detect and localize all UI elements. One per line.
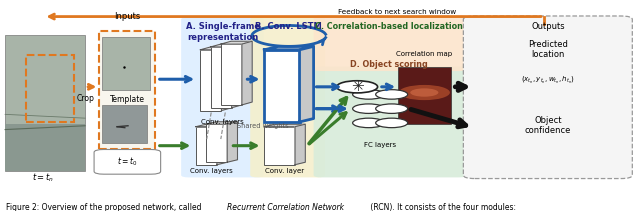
Polygon shape	[264, 124, 305, 127]
Bar	[206, 124, 227, 162]
Bar	[99, 31, 155, 149]
Text: Inputs: Inputs	[114, 12, 140, 21]
FancyBboxPatch shape	[314, 15, 467, 71]
Text: ✳: ✳	[351, 79, 364, 94]
Bar	[398, 67, 451, 124]
Text: Predicted
location: Predicted location	[528, 40, 568, 60]
Text: Crop: Crop	[76, 94, 94, 103]
FancyBboxPatch shape	[94, 149, 161, 174]
Circle shape	[410, 88, 438, 97]
Bar	[5, 35, 85, 171]
Text: $(x_{t_n}, y_{t_n}, w_{t_n}, h_{t_n})$: $(x_{t_n}, y_{t_n}, w_{t_n}, h_{t_n})$	[521, 75, 575, 86]
Polygon shape	[232, 44, 242, 108]
Text: Recurrent Correlation Network: Recurrent Correlation Network	[227, 203, 344, 211]
Text: A. Single-frame
representation: A. Single-frame representation	[186, 22, 260, 42]
Bar	[200, 50, 221, 111]
Circle shape	[353, 118, 385, 128]
Text: D. Object scoring: D. Object scoring	[349, 60, 428, 69]
Bar	[264, 127, 295, 165]
Bar	[102, 37, 150, 90]
Text: C. Correlation-based localization: C. Correlation-based localization	[314, 22, 463, 31]
Text: Conv. layers: Conv. layers	[202, 119, 244, 125]
Bar	[102, 105, 147, 143]
Circle shape	[353, 104, 385, 114]
Bar	[196, 127, 217, 165]
Polygon shape	[211, 44, 242, 47]
Polygon shape	[200, 47, 232, 50]
Bar	[5, 124, 85, 171]
Circle shape	[399, 85, 450, 100]
Polygon shape	[264, 46, 314, 50]
FancyBboxPatch shape	[463, 16, 632, 179]
Polygon shape	[295, 124, 305, 165]
Text: Shared weights: Shared weights	[237, 123, 289, 129]
Circle shape	[353, 90, 385, 99]
Text: Conv. layers: Conv. layers	[190, 168, 232, 174]
Text: $t = t_0$: $t = t_0$	[117, 156, 138, 168]
Bar	[221, 44, 242, 105]
Text: $t = t_n$: $t = t_n$	[33, 172, 54, 184]
Text: Template: Template	[109, 95, 145, 104]
Text: Feedback to next search window: Feedback to next search window	[338, 9, 456, 15]
FancyBboxPatch shape	[181, 17, 264, 177]
Circle shape	[376, 118, 408, 128]
Polygon shape	[196, 124, 227, 127]
Text: Outputs: Outputs	[531, 22, 564, 31]
Circle shape	[376, 104, 408, 114]
Text: FC layers: FC layers	[364, 142, 396, 148]
Bar	[211, 47, 232, 108]
Text: Conv. layer: Conv. layer	[265, 168, 305, 174]
Polygon shape	[221, 41, 252, 44]
FancyBboxPatch shape	[250, 17, 325, 177]
Text: (RCN). It consists of the four modules:: (RCN). It consists of the four modules:	[368, 203, 516, 211]
Circle shape	[376, 90, 408, 99]
Polygon shape	[300, 46, 314, 122]
Text: B. Conv. LSTM: B. Conv. LSTM	[255, 22, 321, 31]
Text: Object
confidence: Object confidence	[525, 116, 571, 135]
Polygon shape	[221, 47, 232, 111]
Text: Figure 2: Overview of the proposed network, called: Figure 2: Overview of the proposed netwo…	[6, 203, 204, 211]
Polygon shape	[242, 41, 252, 105]
Polygon shape	[206, 122, 237, 124]
FancyBboxPatch shape	[314, 66, 467, 177]
Text: Correlation map: Correlation map	[396, 51, 452, 57]
Bar	[26, 55, 74, 122]
Bar	[264, 50, 300, 122]
Polygon shape	[217, 124, 227, 165]
Polygon shape	[227, 122, 237, 162]
Circle shape	[337, 81, 378, 93]
